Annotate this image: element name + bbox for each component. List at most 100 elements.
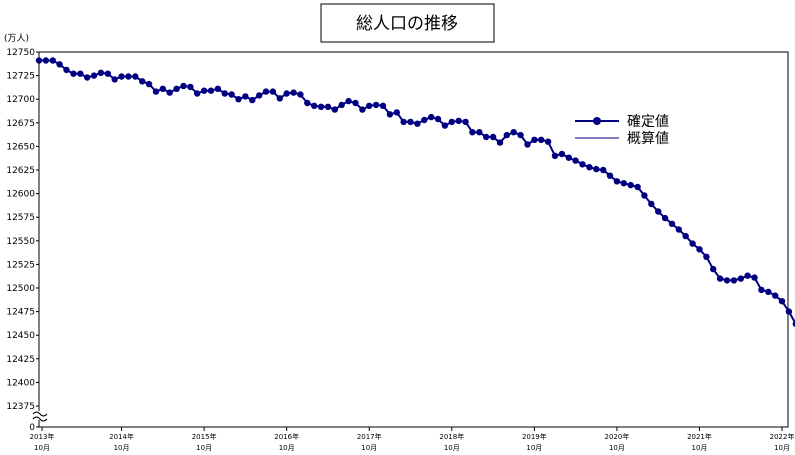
data-point <box>641 192 648 199</box>
data-point <box>90 72 98 79</box>
data-point <box>393 109 400 116</box>
y-tick-label: 12425 <box>6 355 35 365</box>
data-point <box>180 82 187 90</box>
data-point <box>256 92 263 99</box>
data-point <box>716 275 724 282</box>
data-point <box>620 180 627 187</box>
y-tick-label: 12625 <box>6 166 35 176</box>
legend-label-estimate: 概算値 <box>627 131 669 147</box>
data-point <box>359 106 366 113</box>
y-tick-label: 12375 <box>6 402 35 412</box>
x-tick-label-year: 2015年 <box>192 432 217 441</box>
data-point <box>386 111 394 118</box>
data-point <box>772 292 779 299</box>
data-point <box>524 141 531 148</box>
data-point <box>118 73 125 80</box>
data-point <box>290 89 297 96</box>
x-tick-label-month: 10月 <box>444 444 460 452</box>
x-tick-label-year: 2019年 <box>522 432 547 441</box>
data-point <box>476 129 483 136</box>
y-zero-label: 0 <box>29 423 35 433</box>
data-point <box>661 214 669 222</box>
y-axis-unit-label: (万人) <box>4 33 29 44</box>
data-point <box>723 277 731 284</box>
chart-title-box <box>320 3 495 43</box>
data-point <box>483 133 490 141</box>
data-point <box>228 91 235 98</box>
data-point <box>166 89 173 96</box>
data-point <box>703 253 710 260</box>
data-point <box>572 157 579 164</box>
x-tick-label-year: 2020年 <box>605 432 630 441</box>
data-point <box>655 208 662 215</box>
y-tick-label: 12650 <box>6 142 35 152</box>
data-point <box>200 87 208 94</box>
data-point <box>331 106 338 113</box>
data-point <box>235 96 242 103</box>
data-point <box>648 200 655 208</box>
data-point <box>366 102 373 110</box>
x-tick-label-month: 10月 <box>34 444 50 452</box>
data-point <box>682 232 689 240</box>
data-point <box>586 164 593 171</box>
data-point <box>372 101 380 109</box>
data-point <box>56 61 63 68</box>
chart-title-group: 総人口の推移 <box>320 3 495 43</box>
data-point <box>765 288 772 295</box>
data-point <box>311 102 318 110</box>
data-point <box>785 308 793 315</box>
data-point <box>441 122 449 129</box>
legend-label-confirmed: 確定値 <box>627 114 669 130</box>
y-tick-label: 12475 <box>6 308 35 318</box>
x-tick-label-month: 10月 <box>361 444 377 452</box>
data-point <box>152 88 160 95</box>
x-tick-label-year: 2018年 <box>439 432 464 441</box>
data-point <box>744 272 751 279</box>
data-point <box>696 246 703 253</box>
plot-frame <box>38 51 789 428</box>
y-tick-label: 12725 <box>6 72 35 82</box>
data-point <box>111 76 118 83</box>
x-tick-label-month: 10月 <box>774 444 790 452</box>
data-point <box>249 96 256 104</box>
series-confirmed <box>35 57 795 327</box>
data-point <box>77 70 84 77</box>
data-point <box>269 88 277 95</box>
x-tick-label-month: 10月 <box>526 444 542 452</box>
data-point <box>778 298 786 305</box>
data-point <box>531 136 538 143</box>
data-point <box>551 152 559 159</box>
x-tick-label-year: 2022年 <box>770 432 795 441</box>
y-tick-label: 12575 <box>6 213 35 223</box>
x-tick-label-year: 2017年 <box>357 432 382 441</box>
data-point <box>352 99 359 107</box>
data-point <box>503 131 510 139</box>
data-point <box>407 118 414 126</box>
y-tick-label: 12675 <box>6 119 35 129</box>
y-tick-label: 12700 <box>6 95 35 105</box>
data-point <box>345 97 352 105</box>
data-point <box>70 70 77 77</box>
axis-break-mark <box>32 411 48 422</box>
data-point <box>538 136 545 143</box>
data-point <box>469 129 476 136</box>
x-tick-label-month: 10月 <box>196 444 212 452</box>
data-point <box>159 85 166 93</box>
data-point <box>428 113 435 121</box>
data-point <box>758 286 765 294</box>
data-point <box>600 166 607 174</box>
x-tick-label-year: 2013年 <box>30 432 55 441</box>
y-tick-label: 12600 <box>6 190 35 200</box>
data-point <box>42 57 50 64</box>
y-tick-label: 12750 <box>6 48 35 58</box>
data-point <box>283 90 290 97</box>
data-point <box>187 83 194 91</box>
x-tick-label-year: 2016年 <box>274 432 299 441</box>
x-tick-label-month: 10月 <box>114 444 130 452</box>
data-point <box>737 275 744 282</box>
data-point <box>462 118 469 126</box>
data-point <box>710 265 717 273</box>
